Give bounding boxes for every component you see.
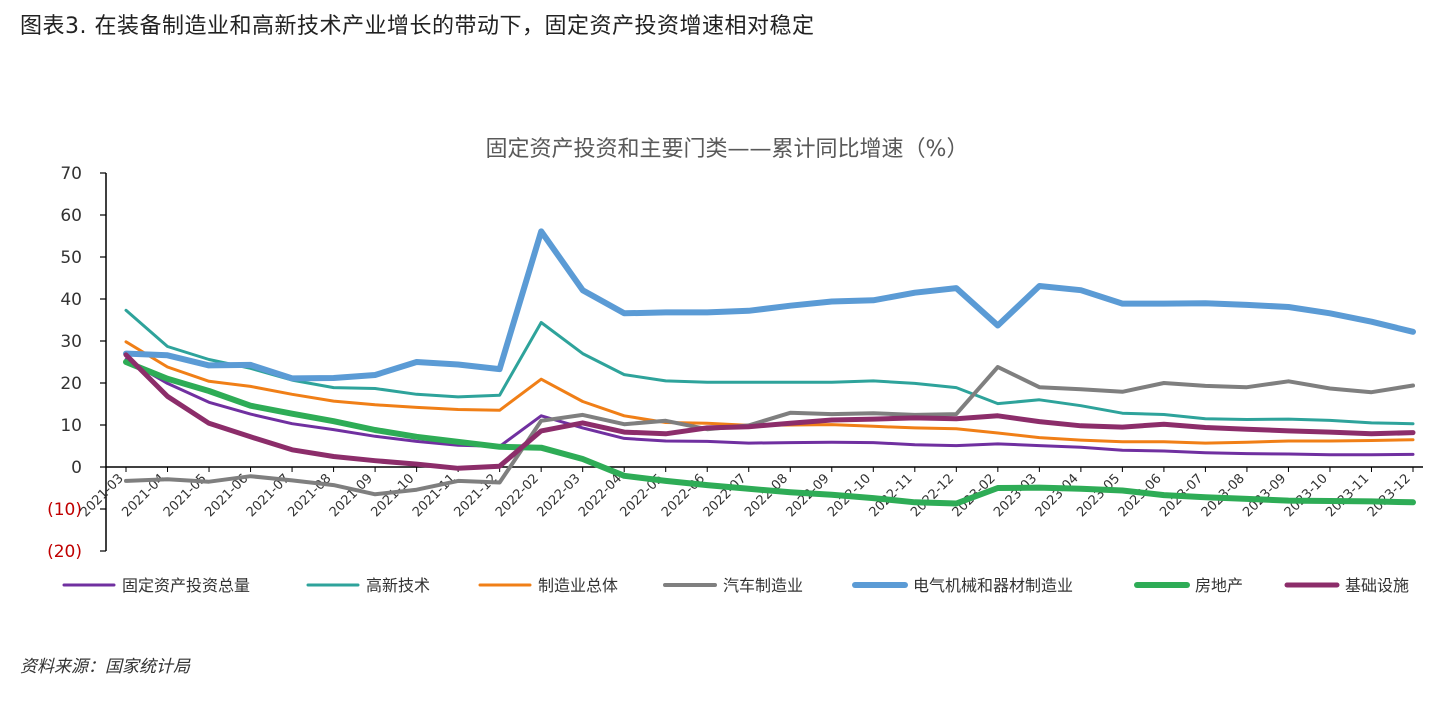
y-tick-label: 60 [60,206,82,226]
series-line-1 [124,308,1415,426]
legend-label: 固定资产投资总量 [122,576,250,595]
legend-label: 房地产 [1195,576,1243,595]
y-tick-label: 20 [60,374,82,394]
source-note: 资料来源：国家统计局 [20,657,190,677]
legend-label: 电气机械和器材制造业 [913,576,1073,595]
series-lines [123,228,1416,507]
line-chart: 固定资产投资和主要门类——累计同比增速（%） 70 60 50 40 30 20 10 0 (1… [47,137,1423,595]
y-tick-label: 50 [60,248,82,268]
x-tick-label: 2023-11 [1323,471,1372,520]
series-line-0 [124,358,1415,457]
x-tick-label: 2022-07 [701,471,750,520]
x-tick-label: 2022-08 [742,471,791,520]
x-tick-label: 2023-09 [1240,471,1289,520]
series-line-3 [124,365,1415,497]
y-tick-label: 40 [60,290,82,310]
x-tick-label: 2022-12 [908,471,957,520]
x-tick-label: 2023-10 [1282,471,1331,520]
y-tick-label: (10) [47,500,82,520]
series-line-5 [123,359,1416,507]
x-tick-label: 2023-05 [1074,471,1123,520]
series-line-4 [123,228,1416,382]
x-tick-label: 2021-11 [410,471,459,520]
y-tick-label: 30 [60,332,82,352]
x-axis: 2021-032021-042021-052021-062021-072021-… [78,466,1423,520]
legend-label: 制造业总体 [538,576,618,595]
x-tick-label: 2022-03 [534,471,583,520]
legend-label: 基础设施 [1345,576,1409,595]
x-tick-label: 2023-04 [1033,471,1082,520]
y-tick-label: (20) [47,542,82,562]
x-tick-label: 2023-03 [991,471,1040,520]
y-tick-label: 70 [60,164,82,184]
x-tick-label: 2023-12 [1365,471,1414,520]
series-line-6 [123,352,1416,471]
y-tick-label: 10 [60,416,82,436]
x-tick-label: 2022-04 [576,471,625,520]
legend: 固定资产投资总量 高新技术 制造业总体 汽车制造业 电气机械和器材制造业 房地产 基础设施 [62,576,1409,595]
chart-title: 固定资产投资和主要门类——累计同比增速（%） [486,137,969,162]
y-tick-label: 0 [71,458,82,478]
x-tick-label: 2021-09 [327,471,376,520]
legend-label: 高新技术 [366,576,430,595]
y-axis: 70 60 50 40 30 20 10 0 (10) (20) [47,164,107,562]
x-tick-label: 2021-03 [78,471,127,520]
figure-title: 图表3. 在装备制造业和高新技术产业增长的带动下，固定资产投资增速相对稳定 [20,14,815,39]
legend-label: 汽车制造业 [723,576,803,595]
x-tick-label: 2021-12 [451,471,500,520]
